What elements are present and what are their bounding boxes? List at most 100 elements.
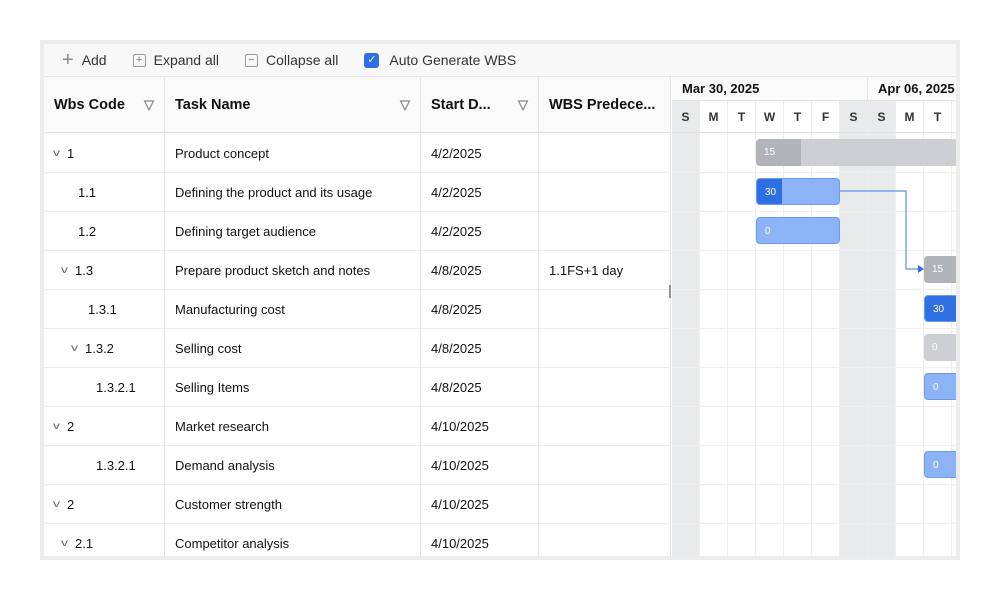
day-header: S [868, 101, 896, 133]
column-header-wbs-code[interactable]: Wbs Code ▽ [44, 77, 165, 133]
parent-task-bar[interactable]: 0 [924, 334, 956, 361]
row-line [672, 523, 956, 524]
table-row[interactable]: 1.2 Defining target audience 4/2/2025 [44, 212, 671, 251]
progress-fill [757, 179, 783, 204]
task-name-cell: Product concept [165, 134, 421, 173]
day-column [700, 133, 728, 556]
wbs-cell: 1.3.2.1 [44, 368, 165, 407]
task-name-cell: Defining the product and its usage [165, 173, 421, 212]
table-row[interactable]: 1.3.2.1 Selling Items 4/8/2025 [44, 368, 671, 407]
day-header: S [672, 101, 700, 133]
chevron-down-icon[interactable]: v [61, 538, 68, 549]
filter-icon[interactable]: ▽ [400, 97, 410, 112]
table-row[interactable]: 1.3.2.1 Demand analysis 4/10/2025 [44, 446, 671, 485]
column-header-wbs-predecessor[interactable]: WBS Predece... [539, 77, 671, 133]
start-date-cell: 4/8/2025 [421, 329, 539, 368]
row-line [672, 484, 956, 485]
child-task-bar[interactable]: 30 [756, 178, 840, 205]
filter-icon[interactable]: ▽ [144, 97, 154, 112]
wbs-cell: v 1.3.2 [44, 329, 165, 368]
column-header-task-name[interactable]: Task Name ▽ [165, 77, 421, 133]
predecessor-cell [539, 212, 671, 251]
add-button[interactable]: + Add [62, 48, 107, 71]
predecessor-cell [539, 329, 671, 368]
toolbar: + Add + Expand all − Collapse all ✓ Auto Gen… [44, 44, 956, 77]
column-header-start-date[interactable]: Start D... ▽ [421, 77, 539, 133]
task-name-cell: Prepare product sketch and notes [165, 251, 421, 290]
collapse-all-button[interactable]: − Collapse all [245, 52, 338, 68]
row-line [672, 328, 956, 329]
day-header: F [812, 101, 840, 133]
wbs-cell: v 2.1 [44, 524, 165, 556]
day-column [896, 133, 924, 556]
task-name-cell: Customer strength [165, 485, 421, 524]
week-header: Mar 30, 2025 [672, 77, 868, 101]
week-header: Apr 06, 2025 [868, 77, 956, 101]
table-row[interactable]: v 2.1 Competitor analysis 4/10/2025 [44, 524, 671, 556]
child-task-bar[interactable]: 0 [924, 373, 956, 400]
day-header: M [700, 101, 728, 133]
table-row[interactable]: v 1.3 Prepare product sketch and notes 4/… [44, 251, 671, 290]
task-name-cell: Demand analysis [165, 446, 421, 485]
chevron-down-icon[interactable]: v [61, 265, 68, 276]
start-date-cell: 4/2/2025 [421, 212, 539, 251]
chevron-down-icon[interactable]: v [71, 343, 78, 354]
start-date-cell: 4/10/2025 [421, 485, 539, 524]
day-column [728, 133, 756, 556]
collapse-icon: − [245, 53, 258, 67]
predecessor-cell [539, 407, 671, 446]
day-header: S [840, 101, 868, 133]
start-date-cell: 4/2/2025 [421, 134, 539, 173]
child-task-bar[interactable]: 0 [756, 217, 840, 244]
predecessor-cell [539, 485, 671, 524]
table-row[interactable]: 1.1 Defining the product and its usage 4… [44, 173, 671, 212]
predecessor-cell [539, 290, 671, 329]
plus-icon: + [62, 48, 74, 71]
auto-generate-wbs-checkbox[interactable]: ✓ Auto Generate WBS [364, 52, 516, 68]
wbs-cell: 1.3.1 [44, 290, 165, 329]
filter-icon[interactable]: ▽ [518, 97, 528, 112]
checkbox-checked-icon: ✓ [364, 52, 380, 68]
chevron-down-icon[interactable]: v [53, 499, 60, 510]
row-line [672, 250, 956, 251]
start-date-cell: 4/10/2025 [421, 524, 539, 556]
row-line [672, 289, 956, 290]
expand-all-button[interactable]: + Expand all [132, 52, 219, 68]
row-line [672, 445, 956, 446]
start-date-cell: 4/2/2025 [421, 173, 539, 212]
parent-task-bar[interactable]: 15 [756, 139, 956, 166]
predecessor-cell [539, 524, 671, 556]
start-date-cell: 4/8/2025 [421, 251, 539, 290]
chevron-down-icon[interactable]: v [53, 421, 60, 432]
task-grid: Wbs Code ▽ Task Name ▽ Start D... ▽ WBS Pre… [44, 77, 671, 556]
start-date-cell: 4/8/2025 [421, 290, 539, 329]
child-task-bar[interactable]: 30 [924, 295, 956, 322]
parent-task-bar[interactable]: 15 [924, 256, 956, 283]
row-line [672, 211, 956, 212]
task-name-cell: Competitor analysis [165, 524, 421, 556]
table-row[interactable]: v 1.3.2 Selling cost 4/8/2025 [44, 329, 671, 368]
task-name-cell: Manufacturing cost [165, 290, 421, 329]
child-task-bar[interactable]: 0 [924, 451, 956, 478]
predecessor-cell: 1.1FS+1 day [539, 251, 671, 290]
day-header: M [896, 101, 924, 133]
arrow-icon [918, 265, 924, 273]
table-row[interactable]: 1.3.1 Manufacturing cost 4/8/2025 [44, 290, 671, 329]
predecessor-cell [539, 134, 671, 173]
wbs-cell: 1.1 [44, 173, 165, 212]
splitter-handle[interactable]: || [668, 282, 676, 298]
row-line [672, 367, 956, 368]
progress-fill [925, 296, 956, 321]
day-header: T [924, 101, 952, 133]
task-name-cell: Selling cost [165, 329, 421, 368]
day-column [672, 133, 700, 556]
chevron-down-icon[interactable]: v [53, 148, 60, 159]
wbs-cell: 1.2 [44, 212, 165, 251]
progress-fill [924, 256, 956, 283]
day-header: W [952, 101, 956, 133]
